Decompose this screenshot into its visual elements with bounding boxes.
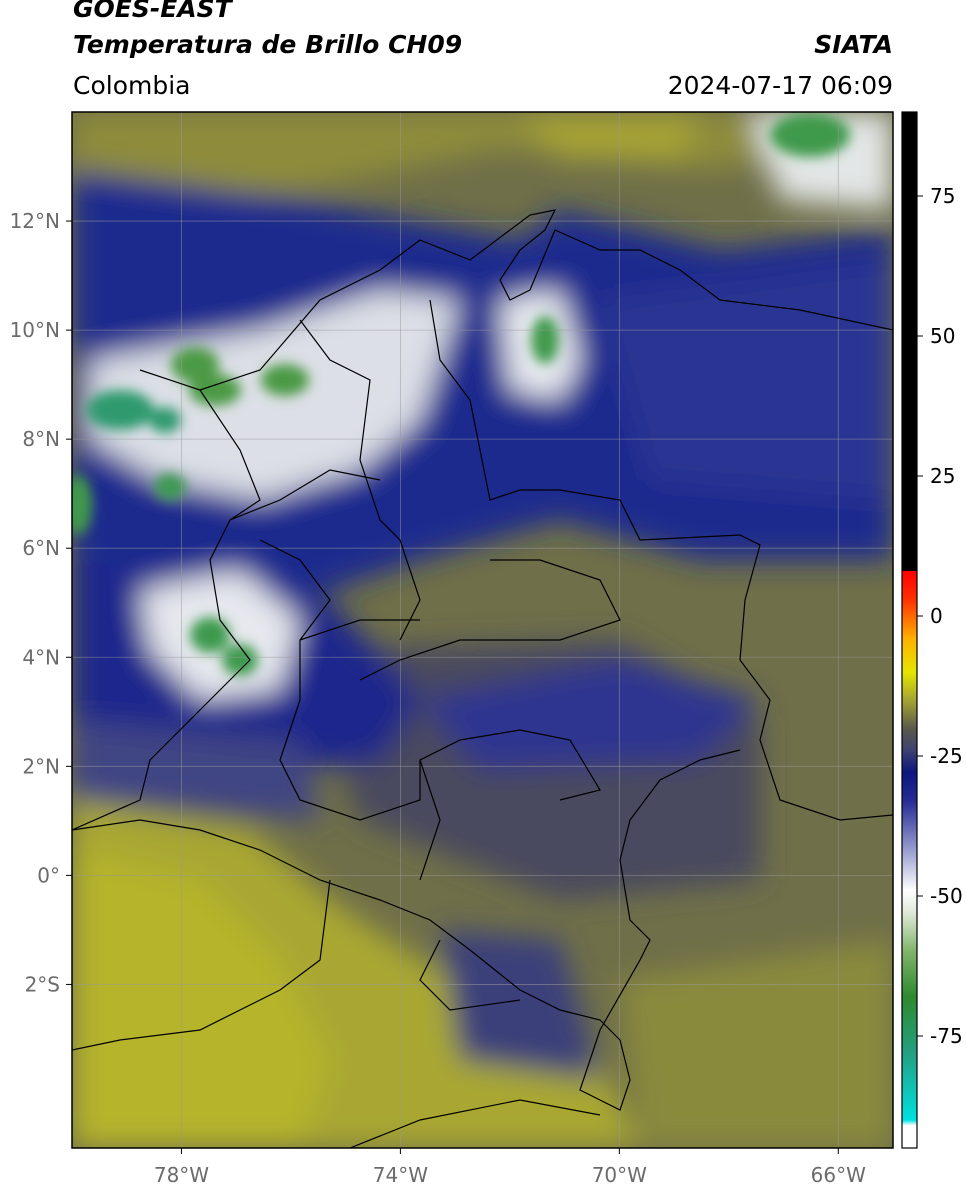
lat-tick-label: 10°N [10,318,60,342]
colorbar-tick-label: 25 [930,464,955,488]
colorbar-tick-label: -75 [930,1024,963,1048]
colorbar-tick-label: -50 [930,884,963,908]
lat-tick-label: 2°S [25,972,60,996]
lon-tick-label: 66°W [811,1163,866,1187]
grid-lines [72,112,893,1148]
lat-tick-label: 12°N [10,209,60,233]
latitude-ticks: 12°N 10°N 8°N 6°N 4°N 2°N 0° 2°S [10,209,72,996]
colorbar-ticks: 75 50 25 0 -25 -50 -75 [917,184,963,1048]
lon-tick-label: 78°W [154,1163,209,1187]
boundaries [72,209,893,1148]
colorbar-tick-label: 50 [930,324,955,348]
datetime-label: 2024-07-17 06:09 [667,71,893,100]
colorbar-tick-label: 75 [930,184,955,208]
imagery-layer [72,112,893,1148]
satellite-title: GOES-EAST [73,0,232,23]
colorbar-tick-label: 0 [930,604,943,628]
lat-tick-label: 6°N [22,536,60,560]
org-label: SIATA [814,30,893,59]
colorbar-gradient [902,112,917,1148]
lon-tick-label: 70°W [592,1163,647,1187]
lat-tick-label: 0° [37,863,60,887]
lat-tick-label: 2°N [22,754,60,778]
lon-tick-label: 74°W [373,1163,428,1187]
longitude-ticks: 78°W 74°W 70°W 66°W [154,1148,866,1187]
map-frame [71,111,894,1149]
lat-tick-label: 4°N [22,645,60,669]
colorbar: 75 50 25 0 -25 -50 -75 [901,111,963,1149]
colorbar-tick-label: -25 [930,744,963,768]
product-title: Temperatura de Brillo CH09 [73,30,463,59]
colorbar-frame [901,111,918,1149]
lat-tick-label: 8°N [22,427,60,451]
region-label: Colombia [73,71,191,100]
